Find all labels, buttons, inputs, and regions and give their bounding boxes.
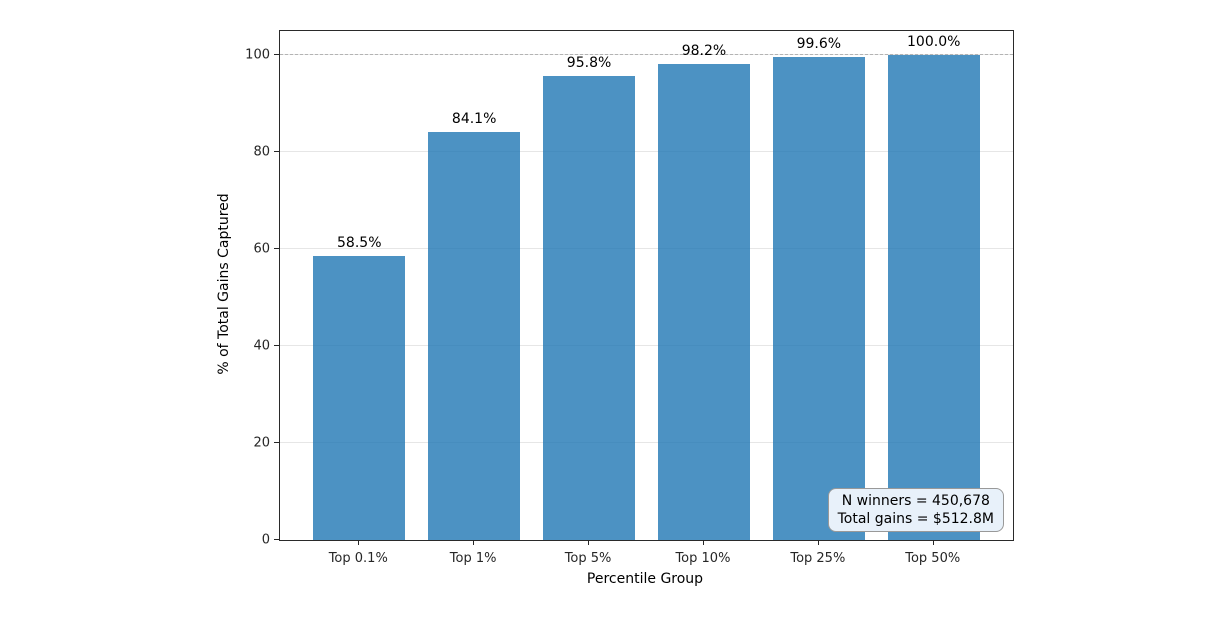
bar xyxy=(657,63,750,540)
x-tick-label: Top 25% xyxy=(790,551,846,566)
bar xyxy=(313,256,406,540)
y-tick-mark xyxy=(274,248,279,250)
x-tick-mark xyxy=(588,540,590,546)
y-tick-label: 20 xyxy=(253,435,270,451)
x-tick-mark xyxy=(817,540,819,546)
bar xyxy=(772,57,865,540)
gridline xyxy=(280,151,1013,153)
x-tick-mark xyxy=(473,540,475,546)
bar xyxy=(428,132,521,540)
bar-value-label: 95.8% xyxy=(566,54,612,71)
x-tick-mark xyxy=(358,540,360,546)
x-tick-mark xyxy=(932,540,934,546)
y-tick-mark xyxy=(274,442,279,444)
y-tick-mark xyxy=(274,54,279,56)
y-tick-mark xyxy=(274,151,279,153)
gridline xyxy=(280,345,1013,347)
plot-area: N winners = 450,678 Total gains = $512.8… xyxy=(279,30,1014,541)
y-tick-mark xyxy=(274,539,279,540)
y-tick-label: 40 xyxy=(253,338,270,354)
x-tick-label: Top 0.1% xyxy=(328,551,388,566)
gridline xyxy=(280,442,1013,444)
x-tick-mark xyxy=(702,540,704,546)
x-tick-label: Top 5% xyxy=(564,551,612,566)
y-tick-label: 0 xyxy=(261,532,270,548)
y-tick-label: 100 xyxy=(245,47,270,63)
bar-value-label: 98.2% xyxy=(681,42,727,59)
gridline xyxy=(280,248,1013,250)
bar xyxy=(887,55,980,540)
bar xyxy=(543,75,635,540)
annotation-box: N winners = 450,678 Total gains = $512.8… xyxy=(827,487,1004,532)
annotation-line-n-winners: N winners = 450,678 xyxy=(841,492,990,509)
reference-line-100pct xyxy=(280,54,1013,56)
x-tick-label: Top 10% xyxy=(675,551,731,566)
bar-value-label: 100.0% xyxy=(907,34,961,51)
y-tick-label: 80 xyxy=(253,144,270,160)
x-tick-label: Top 50% xyxy=(905,551,961,566)
bar-value-label: 58.5% xyxy=(337,235,382,252)
bar-value-label: 84.1% xyxy=(451,111,497,128)
annotation-line-total-gains: Total gains = $512.8M xyxy=(837,510,994,527)
x-tick-label: Top 1% xyxy=(449,551,497,566)
y-tick-label: 60 xyxy=(253,241,270,257)
x-axis-label: Percentile Group xyxy=(586,571,704,587)
bar-value-label: 99.6% xyxy=(796,36,842,53)
y-tick-mark xyxy=(274,345,279,347)
